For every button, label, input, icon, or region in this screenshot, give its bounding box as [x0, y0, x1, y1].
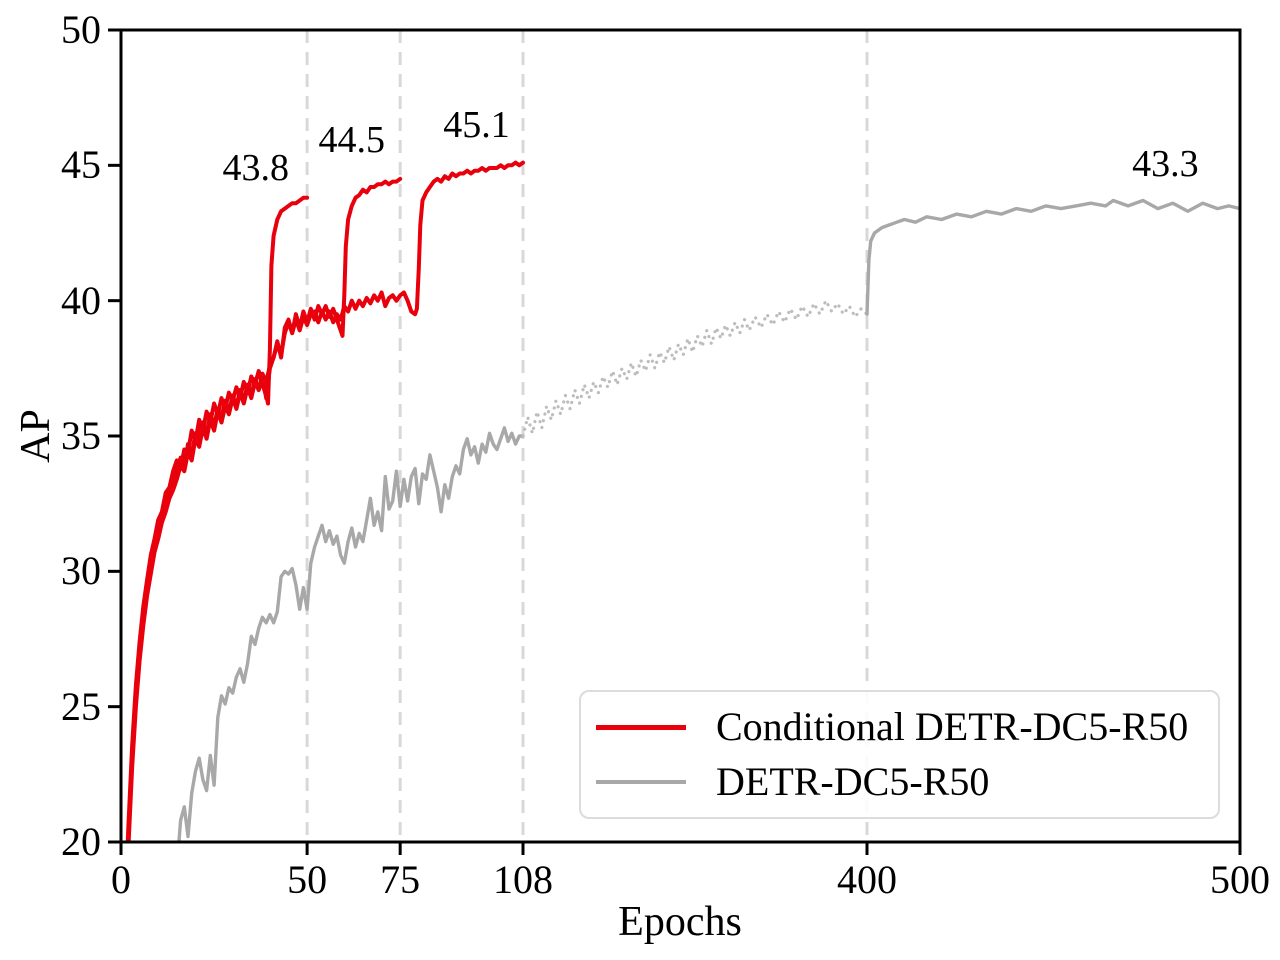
series-line-0 [125, 195, 310, 842]
y-tick-label-45: 45 [61, 142, 101, 188]
legend-label-conditional-detr: Conditional DETR-DC5-R50 [716, 704, 1189, 749]
x-tick-label-50: 50 [287, 857, 328, 902]
y-tick-label-50: 50 [61, 7, 101, 52]
y-axis-label: AP [13, 409, 59, 463]
x-tick-label-500: 500 [1210, 857, 1270, 902]
x-tick-label-400: 400 [837, 857, 897, 902]
y-tick-label-30: 30 [61, 548, 101, 594]
tick-marks [108, 28, 1242, 855]
x-axis-label: Epochs [618, 899, 742, 945]
annotation-ap-44-5: 44.5 [318, 118, 386, 161]
annotation-ap-43-8: 43.8 [222, 147, 289, 190]
legend-label-detr: DETR-DC5-R50 [716, 759, 990, 804]
legend-item-detr: DETR-DC5-R50 [596, 761, 1218, 803]
legend-line-sample-gray [596, 780, 686, 784]
y-tick-label-25: 25 [61, 683, 101, 729]
legend-item-conditional-detr: Conditional DETR-DC5-R50 [596, 706, 1218, 748]
series-group [125, 160, 1240, 842]
y-tick-label-40: 40 [61, 277, 101, 323]
series-line-4 [521, 299, 869, 438]
series-line-2 [126, 160, 525, 842]
annotation-ap-45-1: 45.1 [443, 103, 510, 146]
series-line-3 [177, 426, 525, 842]
series-line-1 [126, 176, 403, 842]
legend: Conditional DETR-DC5-R50 DETR-DC5-R50 [579, 690, 1220, 819]
x-tick-label-108: 108 [493, 857, 553, 902]
legend-line-sample-red [596, 724, 686, 730]
y-tick-label-35: 35 [61, 413, 101, 458]
series-line-5 [865, 198, 1240, 316]
y-tick-label-20: 20 [61, 819, 101, 864]
x-tick-label-75: 75 [380, 857, 421, 902]
x-tick-label-0: 0 [111, 857, 131, 902]
annotation-ap-43-3: 43.3 [1132, 142, 1199, 185]
